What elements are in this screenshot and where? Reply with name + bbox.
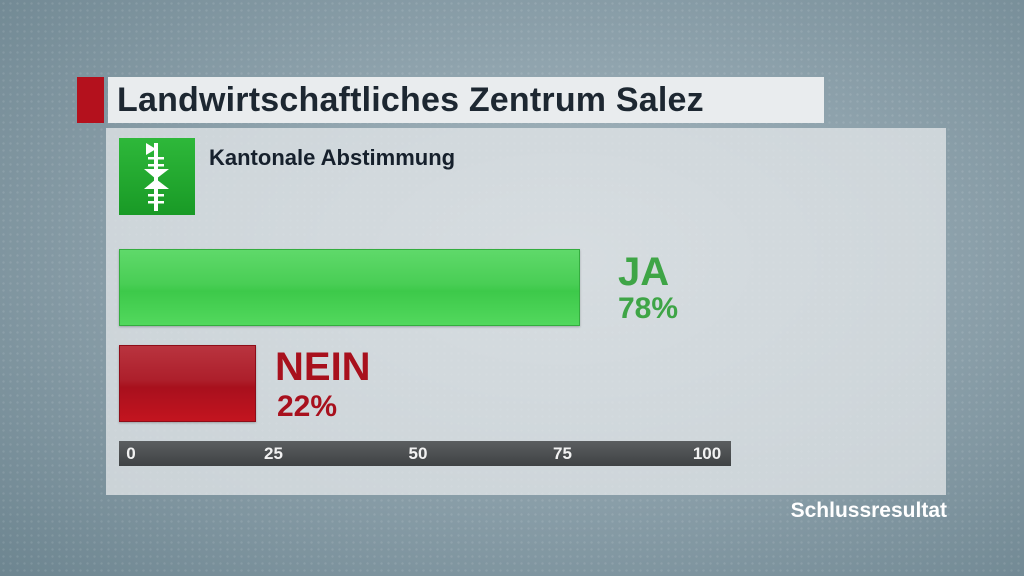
value-label-nein: 22%: [277, 390, 338, 423]
logo: [119, 138, 195, 215]
value-label-ja: 78%: [618, 292, 679, 325]
bar-ja: [119, 249, 580, 326]
x-axis: 0 25 50 75 100: [119, 441, 731, 466]
category-label-nein: NEIN: [275, 345, 371, 389]
x-tick-label: 75: [553, 444, 572, 463]
x-tick-label: 100: [692, 444, 722, 463]
x-tick-label: 25: [264, 444, 283, 463]
st-gallen-coat-of-arms-icon: [144, 143, 169, 211]
title-bar: Landwirtschaftliches Zentrum Salez: [108, 77, 824, 123]
chart-subtitle: Kantonale Abstimmung: [209, 145, 456, 170]
category-label-ja: JA: [618, 250, 670, 294]
page-title: Landwirtschaftliches Zentrum Salez: [117, 80, 704, 119]
x-tick-label: 50: [408, 444, 428, 463]
bar-nein: [119, 345, 257, 422]
status-label: Schlussresultat: [790, 499, 947, 522]
x-tick-label: 0: [126, 444, 136, 463]
title-accent-bar: [77, 77, 104, 123]
